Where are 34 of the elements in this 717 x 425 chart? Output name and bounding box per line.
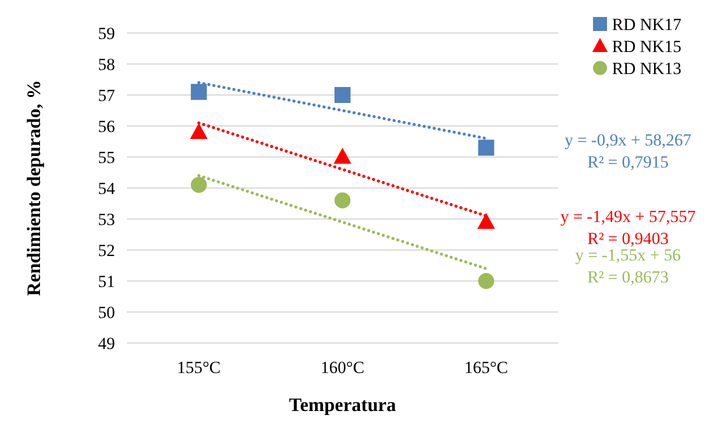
y-tick-label: 57	[98, 86, 116, 105]
text: R² = 0,8673	[587, 268, 669, 287]
y-tick-label: 49	[98, 334, 115, 353]
y-tick-label: 55	[98, 148, 115, 167]
y-tick-label: 54	[98, 178, 116, 198]
text: y = -0,9x + 58,267	[564, 130, 692, 150]
text: R² = 0,9403	[587, 228, 669, 248]
y-tick-label: 50	[98, 302, 115, 322]
legend-label: RD NK13	[612, 58, 682, 78]
x-tick-label: 160°C	[320, 358, 364, 377]
point	[334, 87, 350, 103]
legend-label: RD NK17	[612, 14, 682, 34]
x-tick-label: 165°C	[464, 358, 508, 377]
point	[190, 176, 207, 193]
text: y = -1,55x + 56	[575, 246, 681, 265]
x-axis-title: Temperatura	[289, 395, 396, 416]
point	[190, 84, 207, 100]
y-tick-label: 59	[98, 24, 115, 43]
text: y = -1,49x + 57,557	[560, 206, 696, 226]
point	[478, 140, 494, 156]
point	[478, 273, 494, 289]
y-tick-label: 53	[98, 210, 115, 229]
point	[334, 192, 350, 208]
y-tick-label: 52	[98, 240, 115, 260]
point	[334, 148, 352, 164]
y-axis-title: Rendimiento depurado, %	[24, 80, 45, 296]
x-tick-label: 155°C	[177, 358, 221, 377]
point	[477, 212, 495, 229]
y-tick-label: 51	[98, 272, 115, 291]
y-tick-label: 56	[98, 116, 115, 136]
text: R² = 0,7915	[587, 152, 669, 172]
y-tick-label: 58	[98, 54, 115, 74]
point	[190, 123, 208, 139]
legend-label: RD NK15	[612, 36, 682, 56]
